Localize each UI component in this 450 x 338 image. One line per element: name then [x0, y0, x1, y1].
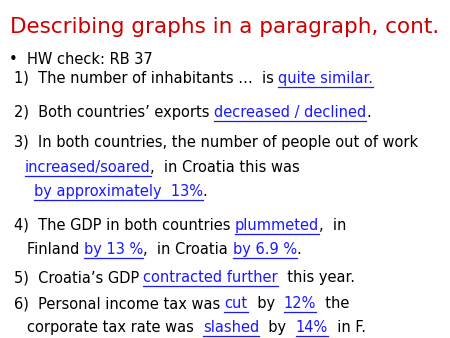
Text: by approximately  13%: by approximately 13% [34, 184, 203, 199]
Text: quite similar.: quite similar. [278, 71, 373, 86]
Text: 5)  Croatia’s GDP: 5) Croatia’s GDP [14, 270, 144, 285]
Text: .: . [297, 242, 302, 257]
Text: the: the [316, 296, 350, 311]
Text: Finland: Finland [27, 242, 84, 257]
Text: slashed: slashed [203, 320, 259, 335]
Text: by 13 %: by 13 % [84, 242, 143, 257]
Text: •  HW check: RB 37: • HW check: RB 37 [9, 52, 153, 67]
Text: 12%: 12% [284, 296, 316, 311]
Text: increased/soared: increased/soared [25, 160, 150, 175]
Text: this year.: this year. [278, 270, 355, 285]
Text: 2)  Both countries’ exports: 2) Both countries’ exports [14, 104, 214, 120]
Text: by: by [259, 320, 296, 335]
Text: 1)  The number of inhabitants …  is: 1) The number of inhabitants … is [14, 71, 278, 86]
Text: contracted further: contracted further [144, 270, 278, 285]
Text: by 6.9 %: by 6.9 % [233, 242, 297, 257]
Text: cut: cut [225, 296, 248, 311]
Text: in F.: in F. [328, 320, 366, 335]
Text: 14%: 14% [296, 320, 328, 335]
Text: .: . [366, 104, 371, 120]
Text: by: by [248, 296, 284, 311]
Text: Describing graphs in a paragraph, cont.: Describing graphs in a paragraph, cont. [10, 17, 440, 37]
Text: decreased / declined: decreased / declined [214, 104, 366, 120]
Text: .: . [203, 184, 207, 199]
Text: 6)  Personal income tax was: 6) Personal income tax was [14, 296, 225, 311]
Text: ,  in: , in [319, 218, 346, 233]
Text: corporate tax rate was: corporate tax rate was [27, 320, 203, 335]
Text: plummeted: plummeted [234, 218, 319, 233]
Text: 4)  The GDP in both countries: 4) The GDP in both countries [14, 218, 234, 233]
Text: 3)  In both countries, the number of people out of work: 3) In both countries, the number of peop… [14, 135, 418, 150]
Text: ,  in Croatia: , in Croatia [143, 242, 233, 257]
Text: ,  in Croatia this was: , in Croatia this was [150, 160, 300, 175]
